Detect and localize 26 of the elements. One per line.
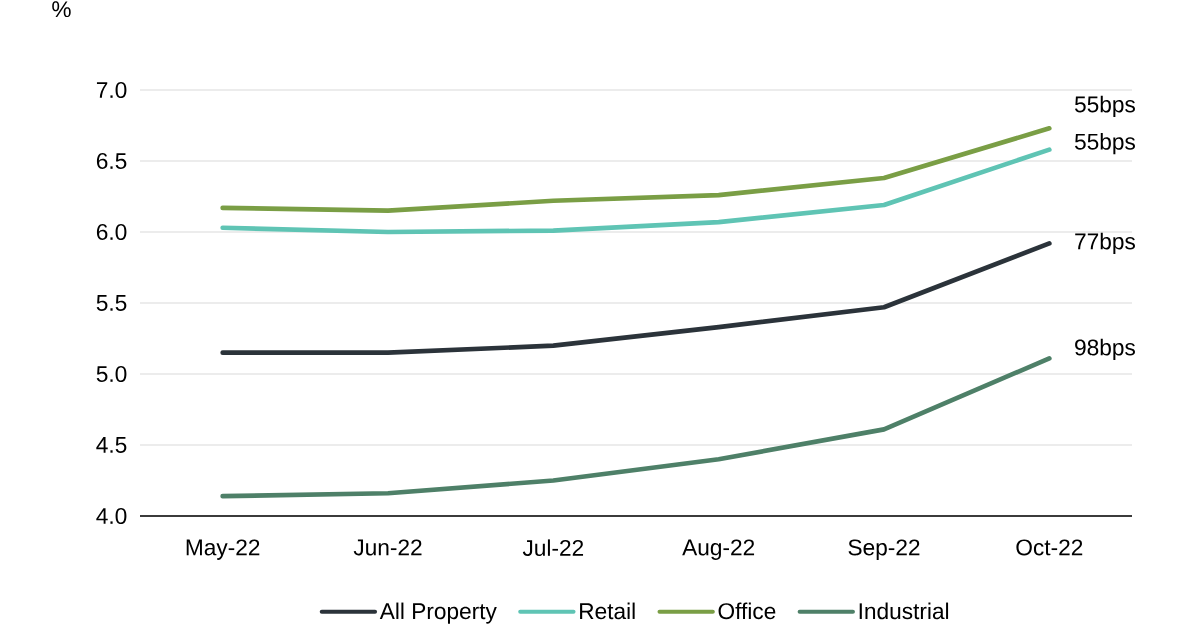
x-tick-label: Oct-22 [1016,539,1083,556]
y-tick-label: 4.5 [96,437,127,453]
y-tick-label: 6.5 [96,152,127,170]
legend-label: All Property [379,602,497,624]
legend-label: Retail [580,602,635,620]
y-tick-label: 5.0 [96,365,127,383]
x-tick-label: Jun-22 [353,539,422,556]
line-series [220,241,1052,356]
x-tick-label: May-22 [186,539,260,560]
y-tick-label: 4.0 [96,507,127,525]
annotation: 98bps [1075,338,1135,360]
line-series [220,147,1052,235]
x-tick-label: Jul-22 [522,539,584,557]
line-series [220,126,1052,214]
annotation: 77bps [1075,232,1135,254]
x-tick-label: Aug-22 [682,539,755,560]
line-series [220,356,1052,499]
legend-label: Industrial [859,602,949,620]
x-tick-label: Sep-22 [848,539,920,560]
legend-label: Office [718,602,776,620]
annotation: 55bps [1074,133,1135,155]
y-tick-label: 7.0 [96,81,127,99]
y-axis-title: % [52,1,71,18]
y-tick-label: 6.0 [96,223,127,241]
y-tick-label: 5.5 [96,295,127,311]
annotation: 55bps [1074,95,1135,117]
